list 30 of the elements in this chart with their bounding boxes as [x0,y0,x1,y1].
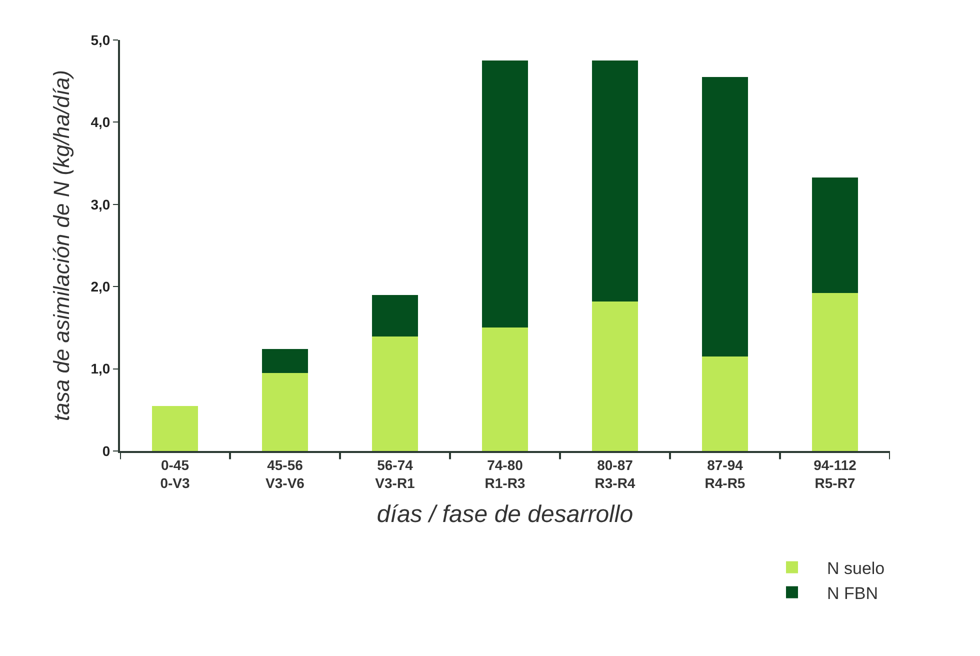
x-tick-label: 0-45 0-V3 [160,456,190,491]
legend-label: N FBN [827,584,878,603]
bar [592,60,638,302]
bar [702,356,748,451]
bar [702,76,748,356]
y-tick-label: 5,0 [90,32,110,48]
y-axis-title: tasa de asimilación de N (kg/ha/día) [49,70,74,421]
bar [812,177,858,294]
bar [482,328,528,451]
y-tick-label: 4,0 [90,114,110,130]
y-tick-label: 0 [102,442,110,459]
y-tick-label: 3,0 [90,196,110,212]
x-tick-label: 45-56 V3-V6 [266,456,305,491]
bar [372,294,418,337]
bar [592,301,638,451]
x-tick-label: 56-74 V3-R1 [375,456,416,491]
bar [152,406,198,451]
x-tick-label: 74-80 R1-R3 [484,456,526,491]
bar [482,60,528,328]
bar [262,372,308,451]
bar [262,349,308,373]
x-tick-label: 87-94 R4-R5 [704,456,746,491]
y-tick-label: 2,0 [90,278,110,294]
y-tick-label: 1,0 [90,360,110,377]
x-axis-title: días / fase de desarrollo [376,500,634,528]
x-tick-label: 94-112 R5-R7 [814,456,857,491]
x-tick-label: 80-87 R3-R4 [594,456,636,491]
bar [372,336,418,451]
bar [812,293,858,451]
legend-label: N suelo [827,558,885,578]
